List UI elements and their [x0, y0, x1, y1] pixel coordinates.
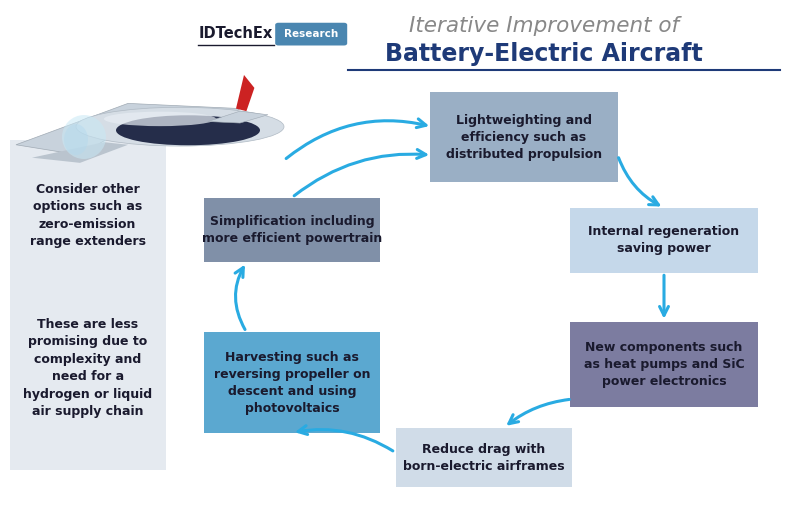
Polygon shape [236, 75, 254, 111]
Text: Reduce drag with
born-electric airframes: Reduce drag with born-electric airframes [403, 443, 565, 473]
Text: Simplification including
more efficient powertrain: Simplification including more efficient … [202, 215, 382, 245]
Ellipse shape [64, 124, 88, 155]
Text: Harvesting such as
reversing propeller on
descent and using
photovoltaics: Harvesting such as reversing propeller o… [214, 351, 370, 415]
Ellipse shape [116, 115, 260, 145]
Polygon shape [16, 103, 240, 155]
FancyBboxPatch shape [275, 23, 347, 45]
FancyBboxPatch shape [430, 92, 618, 183]
Ellipse shape [104, 112, 216, 126]
Text: These are less
promising due to
complexity and
need for a
hydrogen or liquid
air: These are less promising due to complexi… [23, 317, 152, 418]
Text: Research: Research [284, 29, 338, 39]
FancyBboxPatch shape [570, 208, 758, 273]
FancyBboxPatch shape [10, 140, 166, 470]
Text: Iterative Improvement of: Iterative Improvement of [409, 16, 679, 36]
Text: Internal regeneration
saving power: Internal regeneration saving power [589, 225, 739, 255]
FancyBboxPatch shape [570, 322, 758, 407]
Text: New components such
as heat pumps and SiC
power electronics: New components such as heat pumps and Si… [584, 341, 744, 388]
Ellipse shape [76, 108, 284, 146]
FancyBboxPatch shape [204, 197, 380, 262]
Text: Battery-Electric Aircraft: Battery-Electric Aircraft [385, 42, 703, 66]
Text: IDTechEx: IDTechEx [199, 26, 273, 41]
FancyBboxPatch shape [204, 332, 380, 433]
Polygon shape [32, 142, 128, 163]
Polygon shape [208, 111, 268, 123]
Text: Lightweighting and
efficiency such as
distributed propulsion: Lightweighting and efficiency such as di… [446, 114, 602, 160]
Ellipse shape [62, 115, 106, 159]
FancyBboxPatch shape [396, 428, 572, 487]
Text: Consider other
options such as
zero-emission
range extenders: Consider other options such as zero-emis… [30, 183, 146, 249]
